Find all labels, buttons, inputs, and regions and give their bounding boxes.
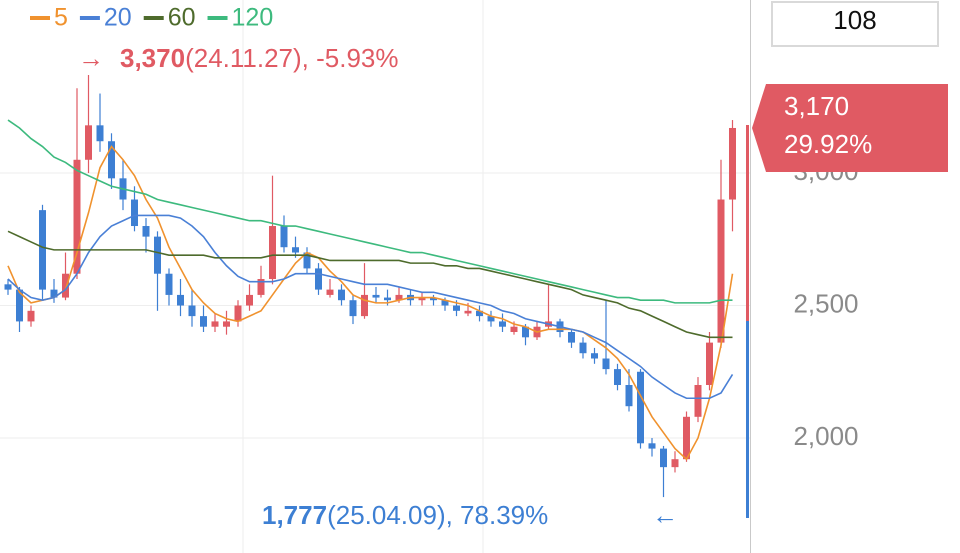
grid	[0, 0, 750, 553]
candle-body	[338, 289, 345, 301]
range-bar-down	[746, 321, 749, 518]
candle-body	[223, 321, 230, 327]
candle-body	[395, 294, 403, 301]
candle-body	[165, 273, 173, 295]
candle-body	[303, 252, 311, 269]
count-box	[771, 1, 939, 47]
candle-body	[384, 297, 391, 301]
count-box-value: 108	[833, 5, 876, 35]
candle-body	[73, 159, 81, 274]
price-tag-change: 29.92%	[784, 129, 872, 159]
candle-body	[476, 310, 483, 317]
candle-body	[418, 297, 426, 301]
candle-body	[234, 305, 242, 322]
candle-body	[108, 141, 115, 179]
candle-body	[246, 294, 253, 306]
legend-swatch	[207, 16, 228, 20]
y-tick-label: 2,500	[793, 288, 858, 318]
candle-body	[16, 289, 23, 322]
candle-body	[717, 199, 725, 343]
candle-body	[177, 294, 184, 306]
ma-line	[7, 230, 733, 339]
low-annotation: 1,777(25.04.09), 78.39%	[262, 500, 548, 530]
candle-body	[4, 284, 12, 290]
candle-body	[602, 358, 610, 370]
low-detail: (25.04.09), 78.39%	[327, 500, 548, 530]
high-annotation: → 3,370(24.11.27), -5.93%	[78, 43, 399, 73]
candle-body	[39, 210, 46, 290]
y-tick-label: 2,000	[793, 421, 858, 451]
candle-body	[453, 305, 460, 311]
candle-body	[660, 448, 667, 468]
candle-body	[372, 294, 380, 298]
candle-body	[671, 459, 679, 468]
ma-line	[7, 145, 734, 461]
legend-label: 60	[168, 4, 196, 32]
candle-body	[614, 369, 621, 386]
candle-body	[315, 268, 322, 290]
candle-body	[211, 321, 219, 327]
candle-body	[499, 321, 506, 327]
price-tag	[752, 83, 948, 172]
candle-body	[62, 273, 69, 298]
ma-line	[7, 214, 734, 400]
candle-body	[729, 127, 736, 200]
candle-body	[269, 226, 276, 280]
candle-body	[522, 326, 529, 338]
legend-swatch	[30, 16, 50, 20]
candle-body	[568, 332, 575, 343]
candle-body	[85, 125, 92, 160]
range-bar-up	[746, 125, 749, 321]
candle-body	[579, 342, 587, 354]
legend-label: 120	[232, 4, 274, 32]
candle-body	[349, 300, 357, 317]
candle-body	[96, 125, 104, 142]
high-arrow: →	[78, 43, 104, 73]
candle-body	[27, 310, 35, 322]
candle-body	[648, 443, 656, 449]
candle-body	[625, 385, 633, 407]
candle-body	[706, 342, 713, 386]
price-tag-value: 3,170	[784, 91, 849, 121]
candle-body	[441, 300, 449, 306]
candle-body	[292, 247, 299, 253]
candle-body	[637, 371, 644, 444]
candle-body	[50, 289, 58, 298]
candle-body	[510, 326, 518, 333]
legend-swatch	[79, 16, 100, 20]
candle-body	[430, 297, 437, 301]
candle-body	[188, 305, 196, 317]
high-detail: (24.11.27), -5.93%	[185, 43, 398, 73]
low-value: 1,777	[262, 500, 327, 530]
candle-body	[131, 199, 138, 227]
candle-body	[694, 385, 702, 417]
candles	[4, 74, 736, 498]
candle-body	[591, 353, 598, 359]
legend-swatch	[143, 16, 164, 20]
candle-body	[487, 316, 495, 322]
high-value: 3,370	[120, 43, 185, 73]
candle-body	[326, 289, 334, 295]
candle-body	[361, 294, 368, 317]
candle-body	[200, 316, 207, 327]
candle-body	[464, 310, 472, 314]
candle-body	[280, 226, 288, 248]
candle-body	[142, 226, 150, 237]
candle-body	[154, 236, 161, 274]
legend-label: 5	[54, 4, 68, 32]
legend-label: 20	[104, 4, 132, 32]
candle-body	[257, 279, 265, 295]
candle-body	[683, 416, 690, 460]
ma-line	[7, 119, 733, 304]
low-arrow: ←	[652, 500, 678, 530]
